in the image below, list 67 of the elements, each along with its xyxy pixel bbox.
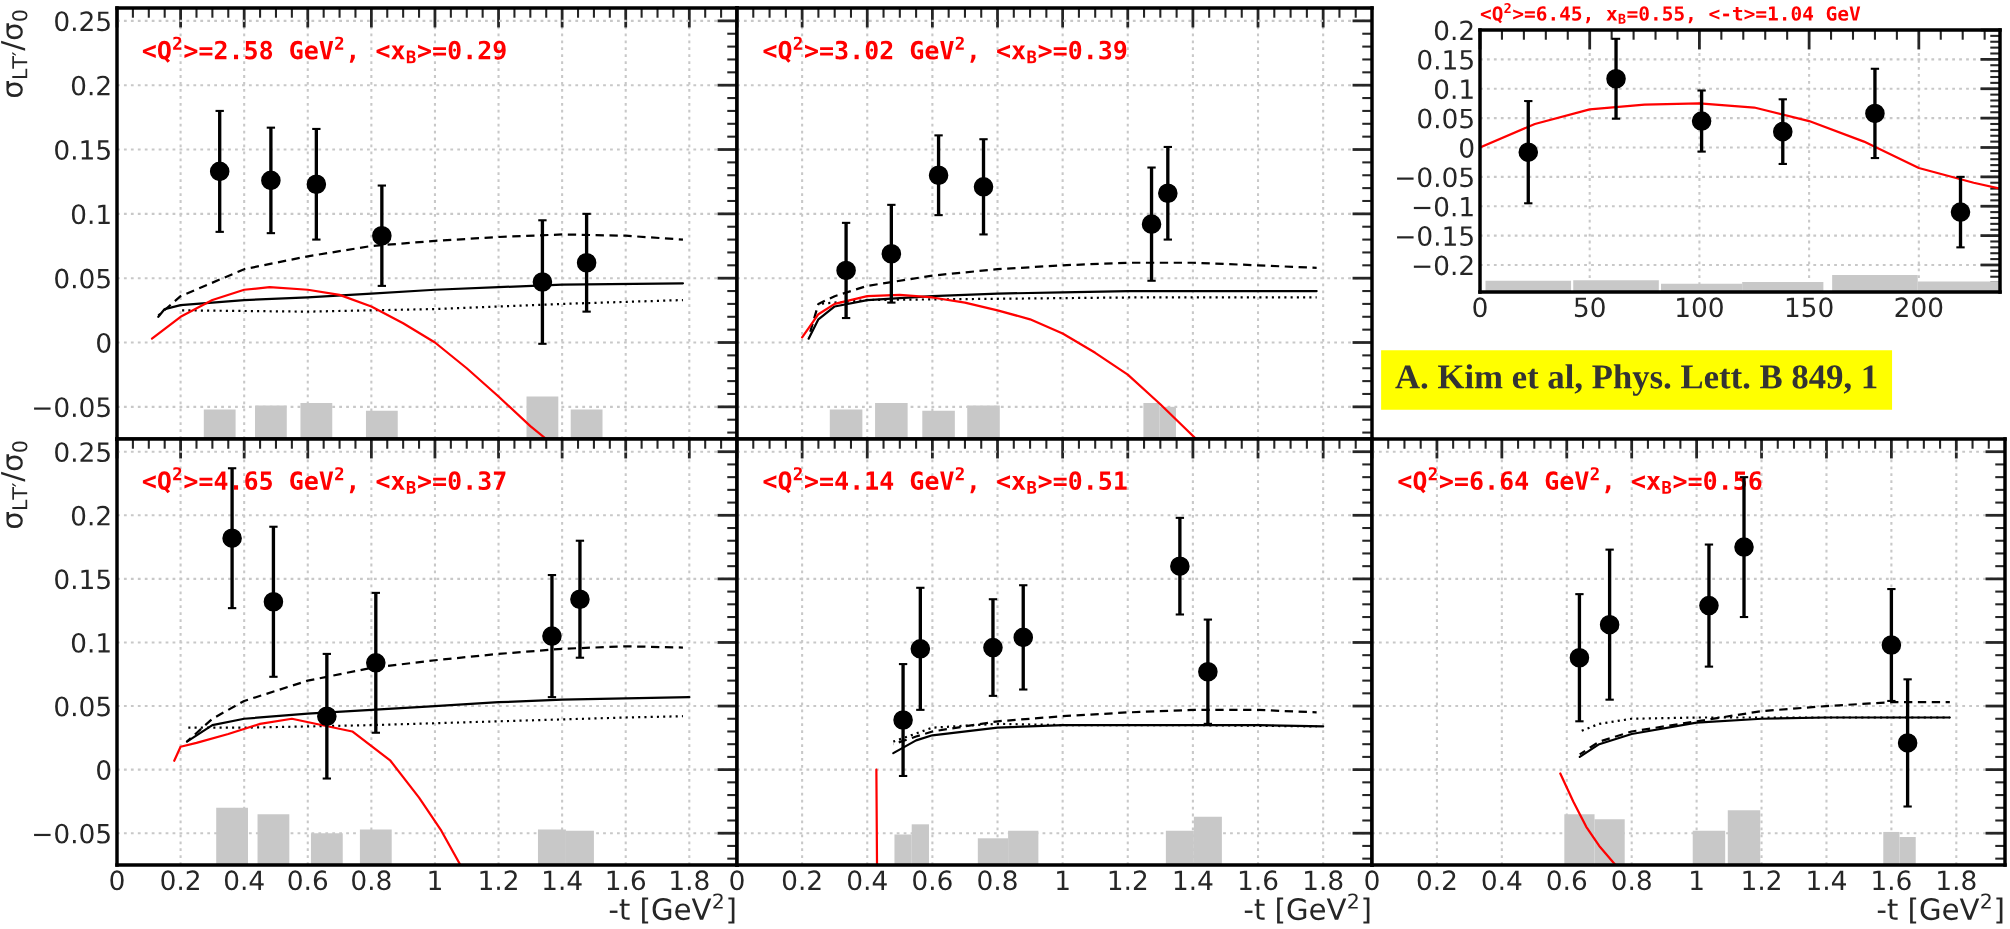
x-tick-label: 150: [1786, 297, 1833, 318]
x-tick-label: 0.4: [848, 870, 887, 891]
x-axis-title: -t [GeV$^{2}$]: [609, 893, 735, 924]
text: A. Kim et al, Phys. Lett. B 849, 1: [1395, 364, 1877, 396]
y-tick-label: 0: [97, 760, 111, 781]
x-tick-label: 1.6: [1239, 870, 1278, 891]
y-tick-label: 0: [97, 332, 111, 353]
x-tick-label: 0.6: [288, 870, 328, 891]
x-tick-label: 0.8: [352, 870, 391, 891]
y-tick-label: 0.15: [55, 569, 110, 590]
x-tick-label: 1: [429, 870, 441, 890]
x-tick-label: 0: [1365, 870, 1379, 891]
x-tick-label: 0.8: [978, 870, 1017, 891]
x-tick-label: 0.4: [1482, 870, 1522, 891]
y-tick-label: 0.1: [1434, 79, 1473, 100]
y-tick-label: −0.05: [34, 397, 110, 418]
x-tick-label: 1.8: [1305, 870, 1343, 891]
x-tick-label: 0: [1473, 297, 1487, 318]
y-tick-label: 0.2: [1434, 20, 1473, 41]
x-tick-label: 0.2: [161, 870, 199, 891]
x-tick-label: 200: [1895, 297, 1943, 318]
y-axis-title: σ$_{LT′}$/σ$_{0}$: [1, 441, 28, 529]
x-tick-label: 1.8: [1938, 870, 1976, 891]
x-tick-label: 1.6: [607, 870, 646, 891]
y-tick-label: 0.1: [71, 632, 110, 653]
x-tick-label: 0: [730, 870, 744, 891]
y-tick-label: −0.05: [34, 823, 110, 844]
x-tick-label: 1: [1057, 870, 1069, 890]
x-tick-label: 100: [1677, 297, 1723, 318]
text: <Q$^{2}$>=2.58 GeV$^{2}$, <x$_{B}$>=0.29: [142, 36, 506, 64]
x-tick-label: 1.2: [480, 870, 517, 890]
text: <Q$^{2}$>=4.14 GeV$^{2}$, <x$_{B}$>=0.51: [763, 467, 1127, 494]
x-axis-title: -t [GeV$^{2}$]: [1877, 893, 2003, 924]
y-tick-label: 0.05: [55, 268, 110, 289]
x-tick-label: 1.2: [1109, 870, 1147, 890]
x-tick-label: 1: [1691, 870, 1703, 890]
x-tick-label: 0: [110, 870, 124, 891]
y-tick-label: 0.15: [1418, 49, 1473, 70]
chart-title: <Q$^{2}$>=6.45, x$_{B}$=0.55, <-t>=1.04 GeV: [1480, 3, 1861, 24]
x-tick-label: 1.4: [1808, 870, 1846, 890]
y-tick-label: 0.25: [55, 442, 110, 463]
y-tick-label: 0.05: [55, 696, 110, 717]
y-tick-label: −0.05: [1397, 167, 1473, 188]
y-tick-label: 0: [1460, 137, 1474, 158]
x-tick-label: 1.8: [671, 870, 709, 891]
x-tick-label: 0.6: [1547, 870, 1587, 891]
y-tick-label: 0.05: [1418, 108, 1473, 129]
x-tick-label: 0.2: [782, 870, 821, 891]
x-tick-label: 0.4: [224, 870, 264, 891]
y-tick-label: 0.1: [71, 204, 110, 225]
x-tick-label: 1.4: [544, 870, 582, 890]
x-tick-label: 50: [1574, 297, 1605, 318]
x-tick-label: 1.6: [1873, 870, 1911, 891]
y-tick-label: −0.15: [1397, 226, 1473, 247]
y-tick-label: 0.2: [71, 75, 110, 96]
y-tick-label: 0.2: [71, 505, 110, 526]
x-axis-title: -t [GeV$^{2}$]: [1244, 893, 1370, 924]
text: <Q$^{2}$>=3.02 GeV$^{2}$, <x$_{B}$>=0.39: [763, 36, 1127, 64]
x-tick-label: 1.2: [1743, 870, 1780, 890]
y-axis-title: σ$_{LT′}$/σ$_{0}$: [1, 10, 28, 98]
y-tick-label: −0.1: [1413, 196, 1473, 217]
x-tick-label: 0.6: [913, 870, 952, 891]
x-tick-label: 1.4: [1174, 870, 1213, 890]
y-tick-label: 0.25: [55, 11, 110, 32]
y-tick-label: −0.2: [1413, 255, 1473, 276]
y-tick-label: 0.15: [55, 139, 110, 160]
x-tick-label: 0.8: [1612, 870, 1651, 891]
